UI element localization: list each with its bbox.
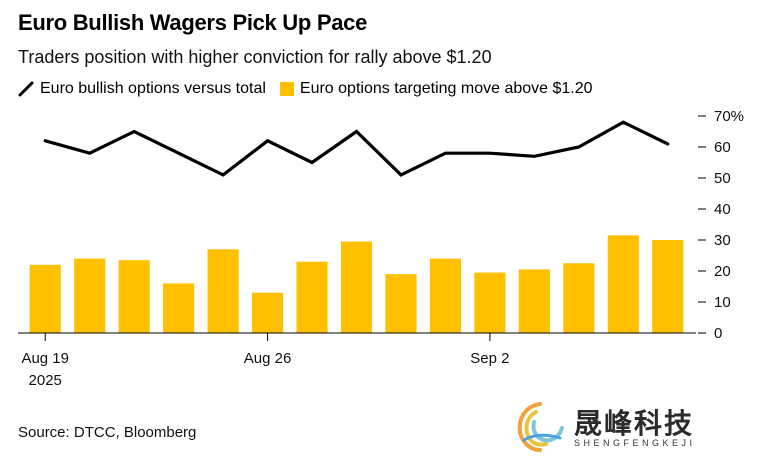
x-tick-label: Aug 26 bbox=[244, 350, 292, 367]
x-tick-sublabel: 2025 bbox=[29, 372, 62, 389]
bar bbox=[341, 242, 372, 333]
watermark: 晟峰科技 SHENGFENGKEJI bbox=[512, 400, 752, 454]
bar bbox=[652, 240, 683, 333]
x-tick-label: Aug 19 bbox=[21, 350, 69, 367]
y-tick-label: 0 bbox=[714, 325, 722, 342]
bar bbox=[430, 259, 461, 333]
y-tick-label: 70% bbox=[714, 108, 744, 125]
y-tick-label: 20 bbox=[714, 263, 731, 280]
y-tick-label: 10 bbox=[714, 294, 731, 311]
y-tick-label: 40 bbox=[714, 201, 731, 218]
watermark-en-text: SHENGFENGKEJI bbox=[574, 438, 696, 448]
y-tick-label: 50 bbox=[714, 170, 731, 187]
y-tick-label: 60 bbox=[714, 139, 731, 156]
x-tick-label: Sep 2 bbox=[470, 350, 509, 367]
bar bbox=[563, 263, 594, 333]
bar bbox=[208, 249, 239, 333]
bar bbox=[163, 283, 194, 333]
bar bbox=[74, 259, 105, 333]
bar bbox=[519, 269, 550, 333]
line-series bbox=[45, 122, 668, 175]
watermark-cn-text: 晟峰科技 bbox=[574, 402, 694, 442]
bar bbox=[608, 235, 639, 333]
chart-plot: 0 10 20 30 40 50 60 70% Aug 19 2025 Aug 26 Sep 2 bbox=[0, 0, 766, 400]
y-tick-label: 30 bbox=[714, 232, 731, 249]
watermark-logo-icon bbox=[512, 400, 568, 454]
bar bbox=[296, 262, 327, 333]
source-note: Source: DTCC, Bloomberg bbox=[18, 424, 196, 441]
bar bbox=[474, 273, 505, 333]
bar bbox=[385, 274, 416, 333]
bar bbox=[30, 265, 61, 333]
bar bbox=[252, 293, 283, 333]
bar bbox=[119, 260, 150, 333]
